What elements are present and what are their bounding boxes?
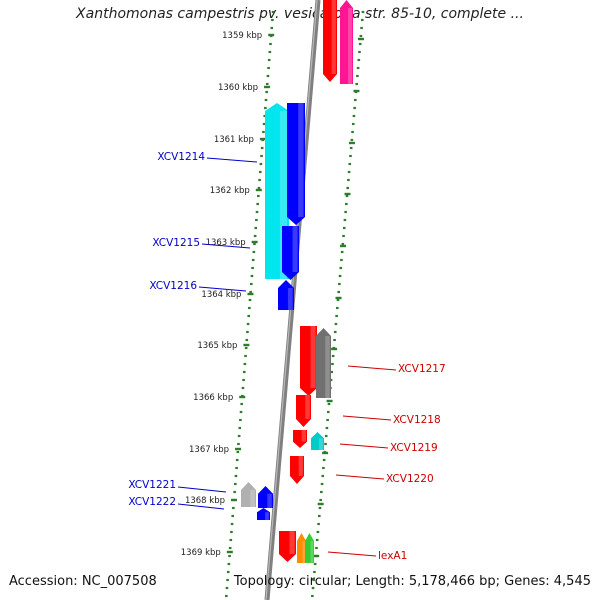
- gene-feature[interactable]: [293, 430, 307, 448]
- gene-feature[interactable]: [279, 531, 296, 562]
- tick-label: 1368 kbp: [185, 496, 225, 506]
- label-connector: [177, 486, 227, 493]
- gene-feature-shade: [302, 541, 306, 563]
- gene-features: [241, 0, 353, 563]
- tick-label: 1359 kbp: [222, 31, 262, 41]
- gene-label-right[interactable]: XCV1220: [386, 473, 434, 485]
- gene-feature[interactable]: [316, 328, 331, 398]
- left-tick-ring: [225, 10, 275, 598]
- tick-label: 1364 kbp: [201, 290, 241, 300]
- accession-text: Accession: NC_007508: [9, 574, 157, 589]
- gene-label-left[interactable]: XCV1221: [128, 479, 176, 491]
- gene-feature[interactable]: [340, 0, 353, 84]
- gene-feature-shade: [310, 326, 316, 388]
- label-connector: [342, 415, 392, 421]
- gene-label-left[interactable]: XCV1214: [157, 151, 205, 163]
- tick-label: 1366 kbp: [193, 393, 233, 403]
- tick-label: 1360 kbp: [218, 83, 258, 93]
- gene-feature-shade: [267, 493, 272, 508]
- gene-feature[interactable]: [300, 326, 317, 396]
- gene-feature-shade: [287, 288, 293, 310]
- gene-feature-shade: [292, 226, 298, 272]
- gene-label-right[interactable]: XCV1219: [390, 442, 438, 454]
- gene-feature-shade: [310, 541, 314, 563]
- label-connector: [198, 286, 247, 292]
- gene-label-right[interactable]: lexA1: [378, 550, 407, 562]
- gene-feature-shade: [331, 0, 336, 74]
- gene-label-right[interactable]: XCV1218: [393, 414, 441, 426]
- gene-feature-shade: [298, 456, 303, 476]
- label-connector: [206, 157, 258, 163]
- gene-label-left[interactable]: XCV1216: [149, 280, 197, 292]
- position-ticks: 1359 kbp 1360 kbp 1361 kbp 1362 kbp 1363 kbp…: [181, 31, 364, 558]
- map-title: Xanthomonas campestris pv. vesicatoria s…: [76, 6, 524, 22]
- gene-label-left[interactable]: XCV1222: [128, 496, 176, 508]
- gene-feature-shade: [298, 103, 304, 217]
- label-connector: [347, 365, 397, 371]
- gene-label-left[interactable]: XCV1215: [152, 237, 200, 249]
- gene-feature-shade: [289, 531, 295, 554]
- gene-feature[interactable]: [323, 0, 337, 82]
- label-connector: [327, 551, 377, 557]
- gene-feature[interactable]: [258, 486, 273, 508]
- label-connector: [339, 443, 389, 449]
- gene-feature[interactable]: [241, 482, 256, 507]
- gene-feature[interactable]: [296, 395, 311, 427]
- gene-label-right[interactable]: XCV1217: [398, 363, 446, 375]
- tick-label: 1369 kbp: [181, 548, 221, 558]
- tick-label: 1361 kbp: [214, 135, 254, 145]
- gene-feature[interactable]: [257, 508, 270, 520]
- gene-feature[interactable]: [278, 280, 294, 310]
- label-connector: [335, 474, 385, 480]
- tick-label: 1363 kbp: [206, 238, 246, 248]
- gene-labels: XCV1214 XCV1215 XCV1216 XCV1221 XCV1222 XCV12…: [128, 151, 445, 562]
- gene-feature[interactable]: [311, 432, 324, 450]
- gene-feature-shade: [250, 490, 255, 507]
- gene-feature[interactable]: [305, 533, 314, 563]
- gene-feature-shade: [265, 512, 269, 520]
- gene-feature[interactable]: [287, 103, 305, 225]
- gene-feature[interactable]: [282, 226, 299, 280]
- gene-feature-shade: [319, 438, 323, 450]
- label-connector: [177, 503, 225, 510]
- topology-text: Topology: circular; Length: 5,178,466 bp…: [233, 574, 591, 589]
- gene-feature-shade: [301, 430, 306, 442]
- tick-label: 1362 kbp: [210, 186, 250, 196]
- tick-label: 1367 kbp: [189, 445, 229, 455]
- gene-feature[interactable]: [290, 456, 304, 484]
- gene-feature-shade: [279, 111, 288, 279]
- gene-feature[interactable]: [297, 533, 306, 563]
- gene-feature-shade: [305, 395, 310, 419]
- tick-label: 1365 kbp: [197, 341, 237, 351]
- gene-feature-shade: [325, 336, 330, 398]
- right-tick-ring: [311, 10, 365, 598]
- gene-feature-shade: [348, 8, 352, 84]
- label-connector: [201, 243, 251, 249]
